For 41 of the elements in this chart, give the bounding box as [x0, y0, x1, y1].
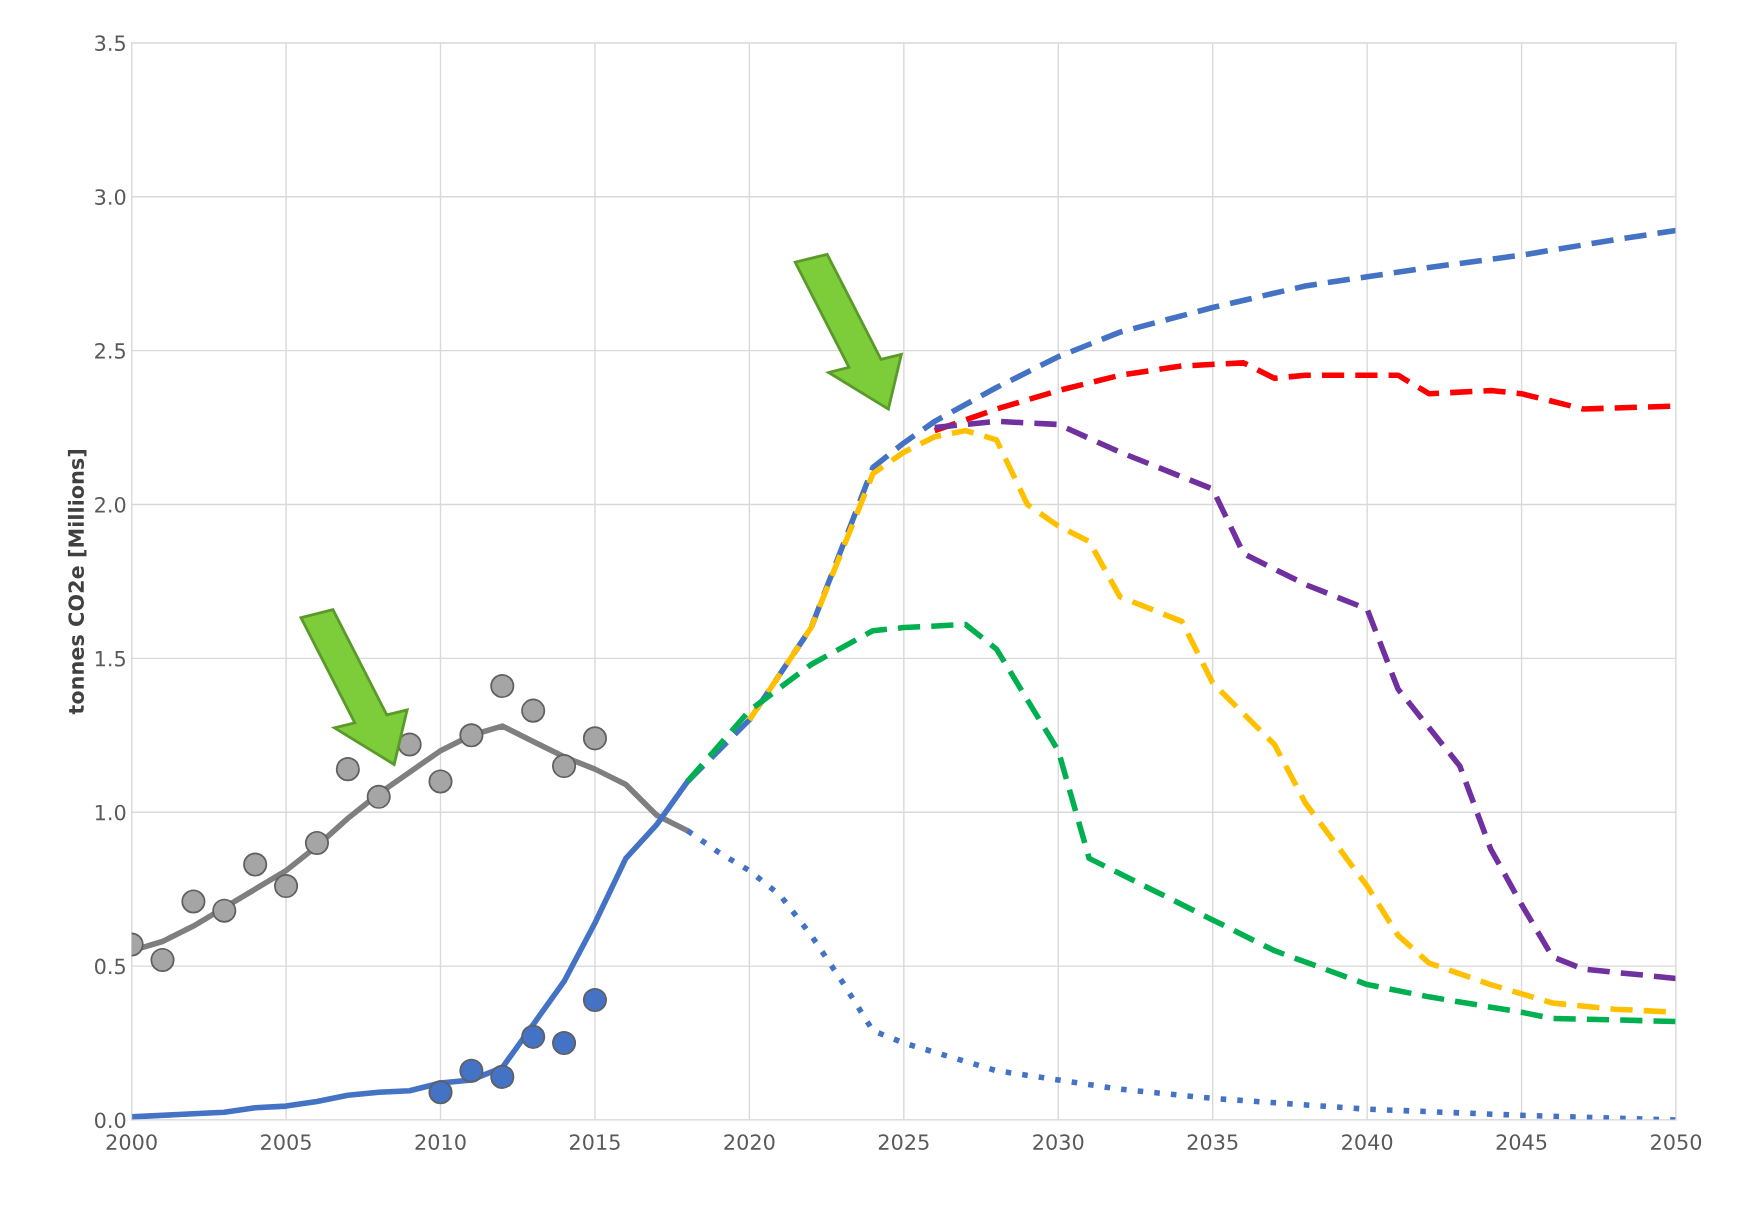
point [212, 898, 237, 923]
y-axis-title: tonnes CO2e [Millions] [67, 449, 87, 715]
x-tick-label: 2040 [1342, 1134, 1393, 1150]
point [181, 889, 206, 914]
y-tick-label: 1.0 [95, 804, 126, 821]
y-tick-label: 1.5 [95, 651, 125, 667]
point [490, 1064, 515, 1089]
point [243, 852, 268, 877]
y-tick-label: 0.5 [95, 958, 125, 975]
x-tick-label: 2000 [106, 1134, 157, 1150]
x-tick-label: 2035 [1187, 1134, 1238, 1150]
x-tick-label: 2025 [878, 1134, 929, 1150]
x-tick-label: 2005 [261, 1134, 311, 1150]
point [304, 830, 329, 856]
x-tick-label: 2050 [1651, 1134, 1702, 1150]
point [428, 1080, 453, 1105]
y-tick-label: 2.5 [95, 343, 125, 359]
x-tick-label: 2015 [569, 1134, 620, 1150]
point [366, 784, 391, 809]
point [521, 1024, 546, 1049]
y-tick-label: 3.5 [95, 35, 125, 52]
x-tick-label: 2030 [1033, 1134, 1084, 1150]
point [274, 874, 299, 899]
point [552, 754, 577, 779]
y-tick-label: 3.0 [95, 189, 126, 205]
x-tick-label: 2010 [415, 1134, 466, 1150]
point [459, 1058, 484, 1083]
y-tick-label: 2.0 [95, 496, 126, 513]
x-tick-label: 2045 [1496, 1134, 1547, 1150]
point [521, 698, 546, 723]
point [582, 987, 607, 1012]
y-tick-label: 0.0 [95, 1112, 126, 1129]
point [150, 947, 175, 972]
point [490, 674, 515, 699]
point [428, 769, 453, 794]
x-tick-label: 2020 [724, 1134, 775, 1150]
point [582, 726, 607, 751]
point [459, 723, 484, 748]
point [397, 732, 422, 757]
point [335, 757, 360, 782]
point [552, 1030, 577, 1056]
